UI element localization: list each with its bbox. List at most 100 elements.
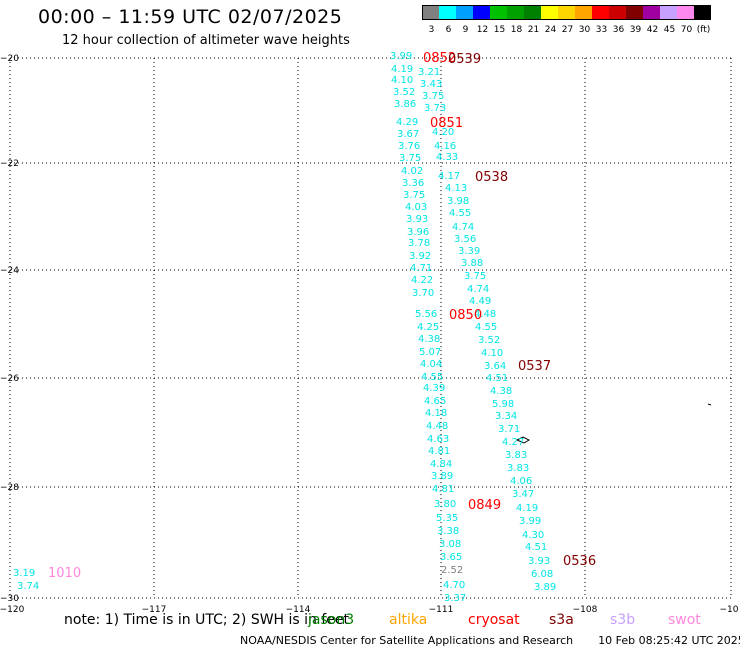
wave-height-value: 3.52 [393, 87, 415, 98]
legend-swatch [626, 5, 643, 20]
wave-height-value: 4.10 [481, 348, 503, 359]
latitude-tick-label: −20 [0, 54, 19, 64]
satellite-label-s3a: s3a [549, 612, 574, 628]
legend-label: 70 [680, 25, 693, 35]
wave-height-value: 4.55 [421, 372, 443, 383]
islet-mark [707, 403, 712, 406]
legend-swatch [677, 5, 694, 20]
legend-swatch [456, 5, 473, 20]
wave-height-value: 3.86 [394, 99, 416, 110]
wave-height-value: 3.83 [505, 450, 527, 461]
wave-height-value: 4.65 [424, 396, 446, 407]
wave-height-value: 4.19 [516, 503, 538, 514]
wave-height-value: 5.98 [492, 399, 514, 410]
note-text: note: 1) Time is in UTC; 2) SWH is in fe… [64, 612, 350, 628]
legend-label: 9 [462, 25, 469, 35]
legend-label: 6 [445, 25, 452, 35]
latitude-tick-label: −24 [0, 266, 19, 276]
legend-swatch [490, 5, 507, 20]
wave-height-value: 3.96 [407, 227, 429, 238]
wave-height-value: 4.13 [445, 183, 467, 194]
wave-height-value: 4.16 [434, 141, 456, 152]
pass-time-label: 0537 [518, 359, 551, 374]
pass-time-label: 0536 [563, 554, 596, 569]
legend-label: 21 [527, 25, 540, 35]
wave-height-value: 3.43 [420, 79, 442, 90]
wave-height-value: 4.74 [452, 222, 474, 233]
pass-time-label: 0851 [430, 116, 463, 131]
legend-label: 3 [428, 25, 435, 35]
legend-swatch [558, 5, 575, 20]
legend-label: 36 [612, 25, 625, 35]
wave-height-value: 4.81 [432, 484, 454, 495]
wave-height-value: 4.71 [410, 263, 432, 274]
wave-height-value: 4.38 [490, 386, 512, 397]
wave-height-value: 3.92 [409, 251, 431, 262]
wave-height-value: 3.75 [399, 153, 421, 164]
wave-height-value: 4.33 [436, 152, 458, 163]
wave-height-value: 4.10 [391, 75, 413, 86]
satellite-label-s3b: s3b [610, 612, 636, 628]
wave-height-value: 3.98 [447, 196, 469, 207]
wave-height-value: 3.89 [431, 471, 453, 482]
wave-height-value: 4.02 [401, 166, 423, 177]
latitude-tick-label: −22 [0, 159, 19, 169]
legend-swatch [524, 5, 541, 20]
legend-swatch [439, 5, 456, 20]
satellite-label-cryosat: cryosat [468, 612, 520, 628]
wave-height-value: 3.52 [478, 335, 500, 346]
wave-height-value: 4.70 [443, 580, 465, 591]
latitude-tick-label: −28 [0, 483, 19, 493]
wave-height-value: 4.48 [426, 421, 448, 432]
wave-height-value: 4.25 [417, 322, 439, 333]
wave-height-value: 3.74 [17, 581, 39, 592]
wave-height-value: 4.18 [425, 408, 447, 419]
pass-time-label: 0539 [448, 52, 481, 67]
wave-height-value: 4.51 [486, 373, 508, 384]
wave-height-value: 4.38 [418, 334, 440, 345]
wave-height-value: 4.55 [449, 208, 471, 219]
axis-tick-labels: −120 −117 −114 −111 −108 −10 −20 −22 −24 −26 −28 −3… [0, 54, 739, 615]
pass-time-label: 0850 [449, 308, 482, 323]
legend-label: 45 [663, 25, 676, 35]
wave-height-value: 3.99 [390, 51, 412, 62]
latitude-tick-label: −26 [0, 374, 19, 384]
wave-height-value: 4.06 [510, 476, 532, 487]
wave-height-value: 3.36 [402, 178, 424, 189]
wave-height-value: 4.49 [469, 296, 491, 307]
wave-height-value: 3.08 [439, 539, 461, 550]
wave-height-value: 3.88 [461, 258, 483, 269]
generated-timestamp: 10 Feb 08:25:42 UTC 2025 [598, 634, 740, 647]
legend-swatch [694, 5, 711, 20]
satellite-label-jason3: jason3 [308, 612, 355, 628]
legend-swatch [422, 5, 439, 20]
wave-height-value: 4.74 [467, 284, 489, 295]
wave-height-value: 3.47 [512, 489, 534, 500]
wave-height-value: 4.63 [427, 434, 449, 445]
wave-height-value: 4.03 [405, 202, 427, 213]
longitude-tick-label: −114 [286, 605, 311, 615]
wave-height-value: 4.19 [391, 64, 413, 75]
wave-height-value: 3.65 [440, 552, 462, 563]
latitude-tick-label: −30 [0, 594, 19, 604]
wave-height-value: 5.07 [419, 347, 441, 358]
legend-label: 33 [595, 25, 608, 35]
legend-label: 42 [646, 25, 659, 35]
legend-swatch [660, 5, 677, 20]
pass-time-label: 0538 [475, 170, 508, 185]
legend-label: 24 [544, 25, 557, 35]
wave-height-value: 3.64 [484, 361, 506, 372]
longitude-tick-label: −120 [0, 605, 25, 615]
wave-height-value: 4.48 [474, 309, 496, 320]
wave-height-value: 3.76 [398, 141, 420, 152]
wave-height-value: 4.22 [411, 275, 433, 286]
wave-height-value: 3.70 [412, 288, 434, 299]
longitude-tick-label: −111 [429, 605, 454, 615]
wave-height-value: 4.55 [475, 322, 497, 333]
wave-height-value: 4.27 [502, 437, 524, 448]
credit-text: NOAA/NESDIS Center for Satellite Applica… [240, 634, 574, 647]
wave-height-value: 3.75 [422, 91, 444, 102]
wave-height-value: 5.56 [415, 309, 437, 320]
legend-swatch [609, 5, 626, 20]
